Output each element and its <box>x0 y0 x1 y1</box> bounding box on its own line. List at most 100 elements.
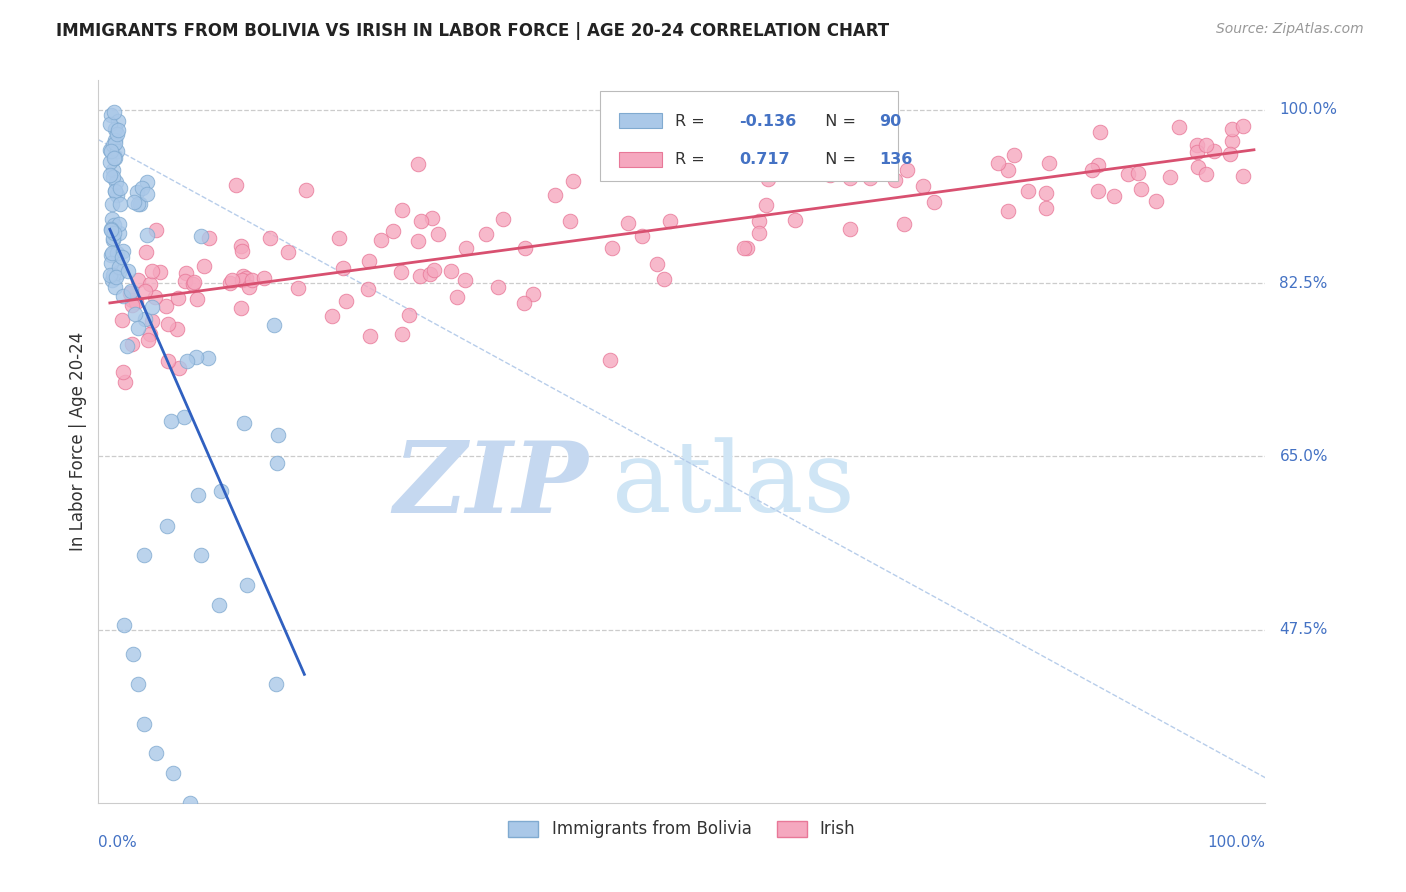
Point <box>259 231 281 245</box>
Point <box>156 518 179 533</box>
Point <box>117 264 139 278</box>
Text: Source: ZipAtlas.com: Source: ZipAtlas.com <box>1216 22 1364 37</box>
Point <box>423 263 446 277</box>
Point <box>100 222 122 236</box>
Text: R =: R = <box>675 114 710 128</box>
Point <box>134 549 156 563</box>
Point <box>1144 194 1167 208</box>
Point <box>136 227 159 242</box>
Point <box>1129 181 1152 195</box>
Point <box>427 227 450 242</box>
Point <box>120 284 142 298</box>
Point <box>143 290 166 304</box>
Point <box>155 299 177 313</box>
Point <box>100 248 122 262</box>
Point <box>104 151 127 165</box>
Point <box>107 123 129 137</box>
Point <box>1128 166 1150 180</box>
Point <box>105 144 128 158</box>
Point <box>125 295 148 310</box>
Point <box>179 796 201 810</box>
Point <box>141 263 163 277</box>
Point <box>839 171 862 186</box>
Point <box>370 233 392 247</box>
Point <box>1219 146 1241 161</box>
Point <box>884 173 907 187</box>
Point <box>420 211 443 225</box>
Point <box>987 156 1010 170</box>
Point <box>104 136 127 150</box>
Point <box>167 361 190 376</box>
Point <box>263 318 285 332</box>
Point <box>820 168 842 182</box>
Point <box>233 416 256 430</box>
Point <box>103 268 125 282</box>
Point <box>187 488 209 502</box>
Point <box>104 133 127 147</box>
Point <box>335 293 357 308</box>
Point <box>138 333 160 347</box>
Point <box>398 308 420 322</box>
Point <box>121 298 143 312</box>
Text: 82.5%: 82.5% <box>1279 276 1327 291</box>
Point <box>134 716 156 731</box>
Point <box>492 212 515 227</box>
Point <box>225 178 247 192</box>
Point <box>105 175 128 189</box>
Point <box>513 296 536 310</box>
Text: N =: N = <box>815 114 862 128</box>
Point <box>127 186 149 200</box>
Point <box>103 280 125 294</box>
Point <box>617 216 640 230</box>
Point <box>253 271 276 285</box>
Point <box>838 222 860 236</box>
Point <box>1116 167 1139 181</box>
Point <box>267 427 290 442</box>
Point <box>896 163 918 178</box>
Point <box>562 173 585 187</box>
Point <box>127 197 149 211</box>
Point <box>893 217 915 231</box>
Point <box>103 151 125 165</box>
Point <box>128 196 150 211</box>
Point <box>599 352 621 367</box>
Point <box>100 144 122 158</box>
Point <box>1081 162 1104 177</box>
Point <box>232 269 254 284</box>
Point <box>100 223 122 237</box>
Point <box>231 273 253 287</box>
Point <box>103 226 125 240</box>
Text: N =: N = <box>815 152 862 167</box>
Point <box>748 214 770 228</box>
Point <box>328 230 350 244</box>
Point <box>111 313 134 327</box>
Point <box>118 285 141 300</box>
Point <box>121 336 143 351</box>
Point <box>127 321 149 335</box>
Point <box>100 245 122 260</box>
Point <box>100 223 122 237</box>
Point <box>111 244 134 259</box>
Point <box>522 287 544 301</box>
Point <box>117 339 139 353</box>
Point <box>475 227 498 242</box>
Point <box>544 187 567 202</box>
Text: 47.5%: 47.5% <box>1279 622 1327 637</box>
Text: IMMIGRANTS FROM BOLIVIA VS IRISH IN LABOR FORCE | AGE 20-24 CORRELATION CHART: IMMIGRANTS FROM BOLIVIA VS IRISH IN LABO… <box>56 22 890 40</box>
Point <box>997 203 1019 218</box>
Point <box>1090 126 1112 140</box>
Point <box>107 217 129 231</box>
Point <box>231 244 253 258</box>
Point <box>1185 137 1208 152</box>
Point <box>755 198 778 212</box>
Point <box>105 188 128 202</box>
Point <box>1232 120 1254 134</box>
Point <box>135 187 157 202</box>
Text: 100.0%: 100.0% <box>1208 835 1265 850</box>
Point <box>446 289 468 303</box>
Point <box>112 617 135 632</box>
Point <box>454 273 477 287</box>
Point <box>735 241 758 255</box>
Point <box>104 184 127 198</box>
Point <box>101 138 124 153</box>
